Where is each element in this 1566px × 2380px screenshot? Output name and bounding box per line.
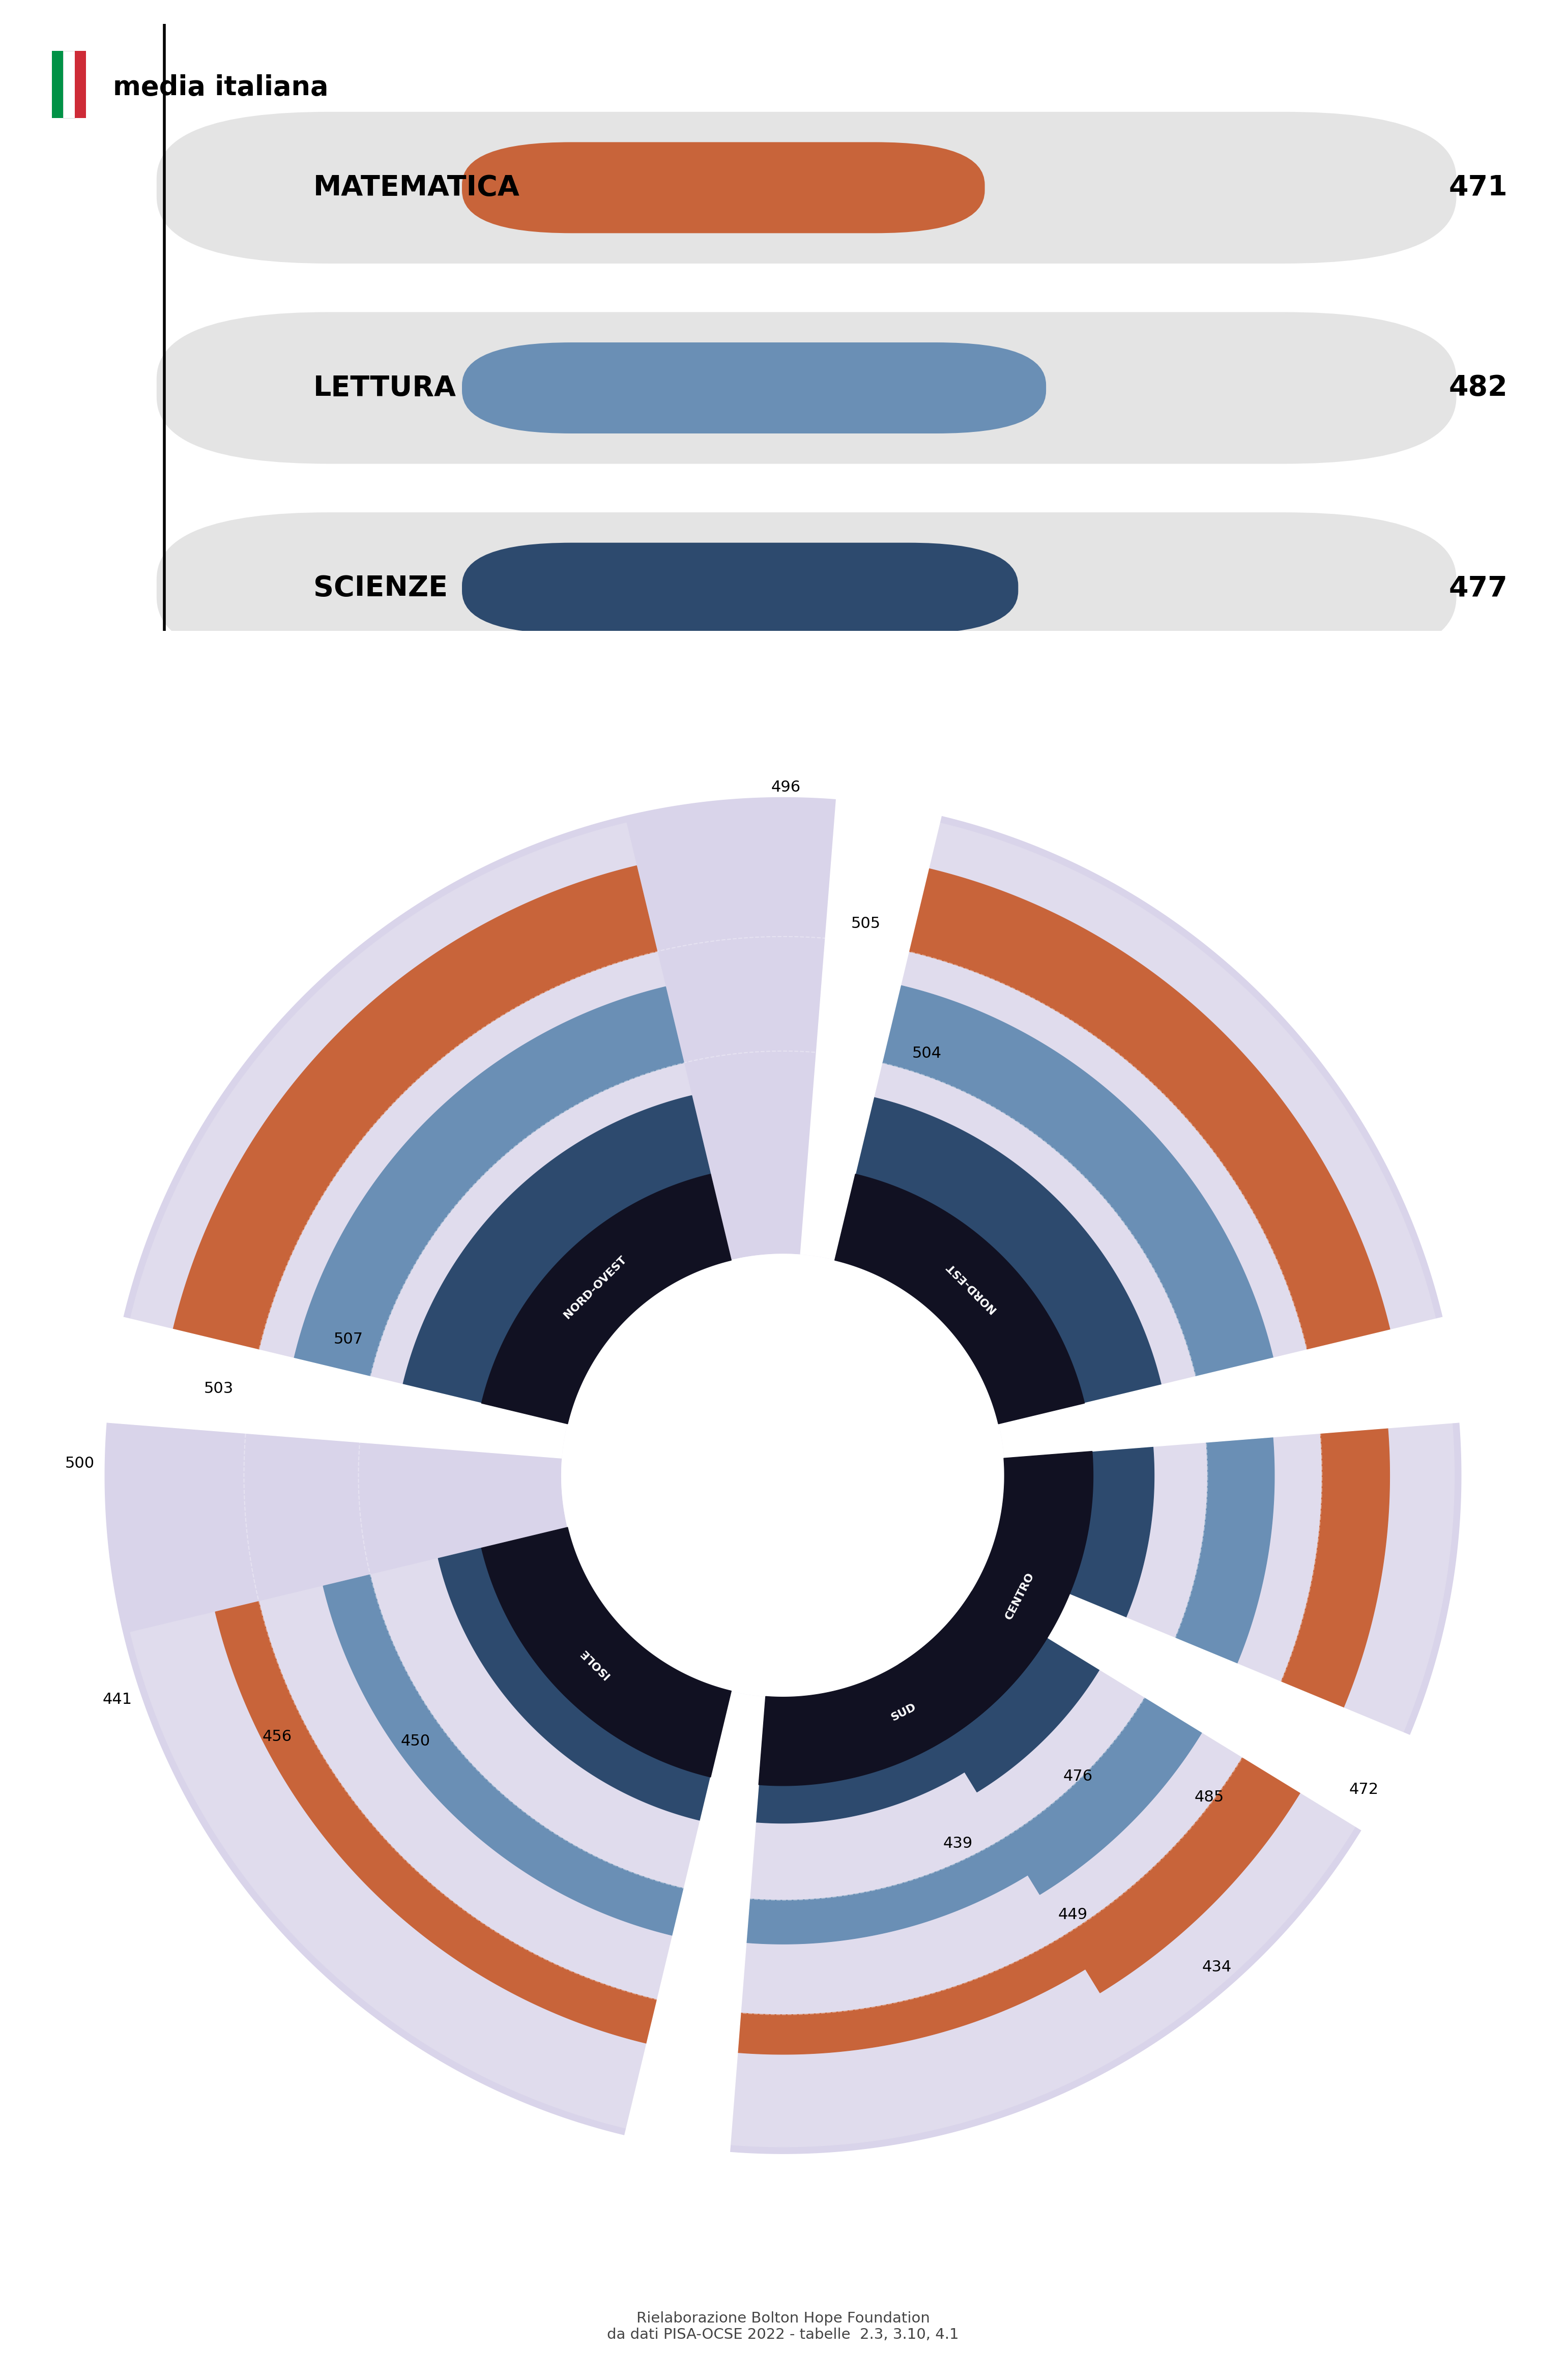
Polygon shape [908,869,1391,1349]
Text: 434: 434 [1201,1959,1231,1975]
FancyBboxPatch shape [157,512,1456,664]
Text: 449: 449 [1059,1906,1088,1923]
Polygon shape [747,1697,1182,1944]
FancyBboxPatch shape [462,543,1018,633]
Text: 456: 456 [263,1730,291,1745]
Text: 477: 477 [1449,574,1508,602]
Text: 503: 503 [204,1380,233,1397]
FancyBboxPatch shape [462,343,1046,433]
Polygon shape [783,790,944,1476]
Polygon shape [944,1447,1154,1792]
Text: 441: 441 [103,1692,132,1706]
FancyBboxPatch shape [462,143,985,233]
Polygon shape [105,797,1461,2154]
Polygon shape [323,1576,684,1935]
Polygon shape [438,1547,711,1821]
Text: 507: 507 [334,1333,363,1347]
Polygon shape [130,823,711,1404]
Text: SUD: SUD [889,1702,918,1723]
Polygon shape [562,1254,1004,1697]
Polygon shape [481,1528,731,1778]
Text: 482: 482 [1449,374,1508,402]
Text: 500: 500 [66,1457,96,1471]
Polygon shape [730,1637,1355,2147]
Text: 476: 476 [1063,1768,1093,1783]
Text: 439: 439 [943,1837,972,1852]
Text: 485: 485 [1195,1790,1225,1804]
Polygon shape [835,1173,1085,1423]
Text: 450: 450 [401,1735,431,1749]
Text: ISOLE: ISOLE [578,1647,612,1680]
Polygon shape [899,1452,1093,1740]
FancyBboxPatch shape [52,50,63,119]
Text: NORD-OVEST: NORD-OVEST [562,1254,628,1321]
Polygon shape [130,1547,711,2128]
Polygon shape [215,1602,658,2044]
Text: MATEMATICA: MATEMATICA [313,174,520,202]
Polygon shape [738,1756,1276,2054]
Polygon shape [1005,1438,1275,1894]
FancyBboxPatch shape [75,50,86,119]
Polygon shape [783,1476,1419,1835]
Polygon shape [855,1097,1162,1404]
Polygon shape [97,1314,783,1476]
Polygon shape [756,1637,1079,1823]
Polygon shape [944,1423,1455,2047]
FancyBboxPatch shape [63,50,75,119]
Text: LETTURA: LETTURA [313,374,456,402]
Text: CENTRO: CENTRO [1004,1571,1037,1621]
Text: 504: 504 [911,1045,941,1061]
Text: 496: 496 [770,781,800,795]
Text: 505: 505 [850,916,880,931]
Text: NORD-EST: NORD-EST [944,1261,998,1314]
Polygon shape [783,1314,1469,1476]
Text: 472: 472 [1350,1783,1378,1797]
Polygon shape [622,1476,783,2161]
Polygon shape [562,1254,1004,1697]
Polygon shape [481,1173,731,1423]
Polygon shape [402,1095,711,1404]
Polygon shape [882,985,1273,1376]
Text: SCIENZE: SCIENZE [313,574,448,602]
Polygon shape [294,988,684,1376]
Text: 471: 471 [1449,174,1508,202]
Text: Rielaborazione Bolton Hope Foundation
da dati PISA-OCSE 2022 - tabelle  2.3, 3.1: Rielaborazione Bolton Hope Foundation da… [608,2311,958,2342]
Polygon shape [174,866,658,1349]
FancyBboxPatch shape [157,312,1456,464]
Text: media italiana: media italiana [113,74,329,100]
Polygon shape [1065,1428,1389,1992]
Polygon shape [758,1592,1048,1785]
Polygon shape [855,823,1436,1404]
FancyBboxPatch shape [157,112,1456,264]
